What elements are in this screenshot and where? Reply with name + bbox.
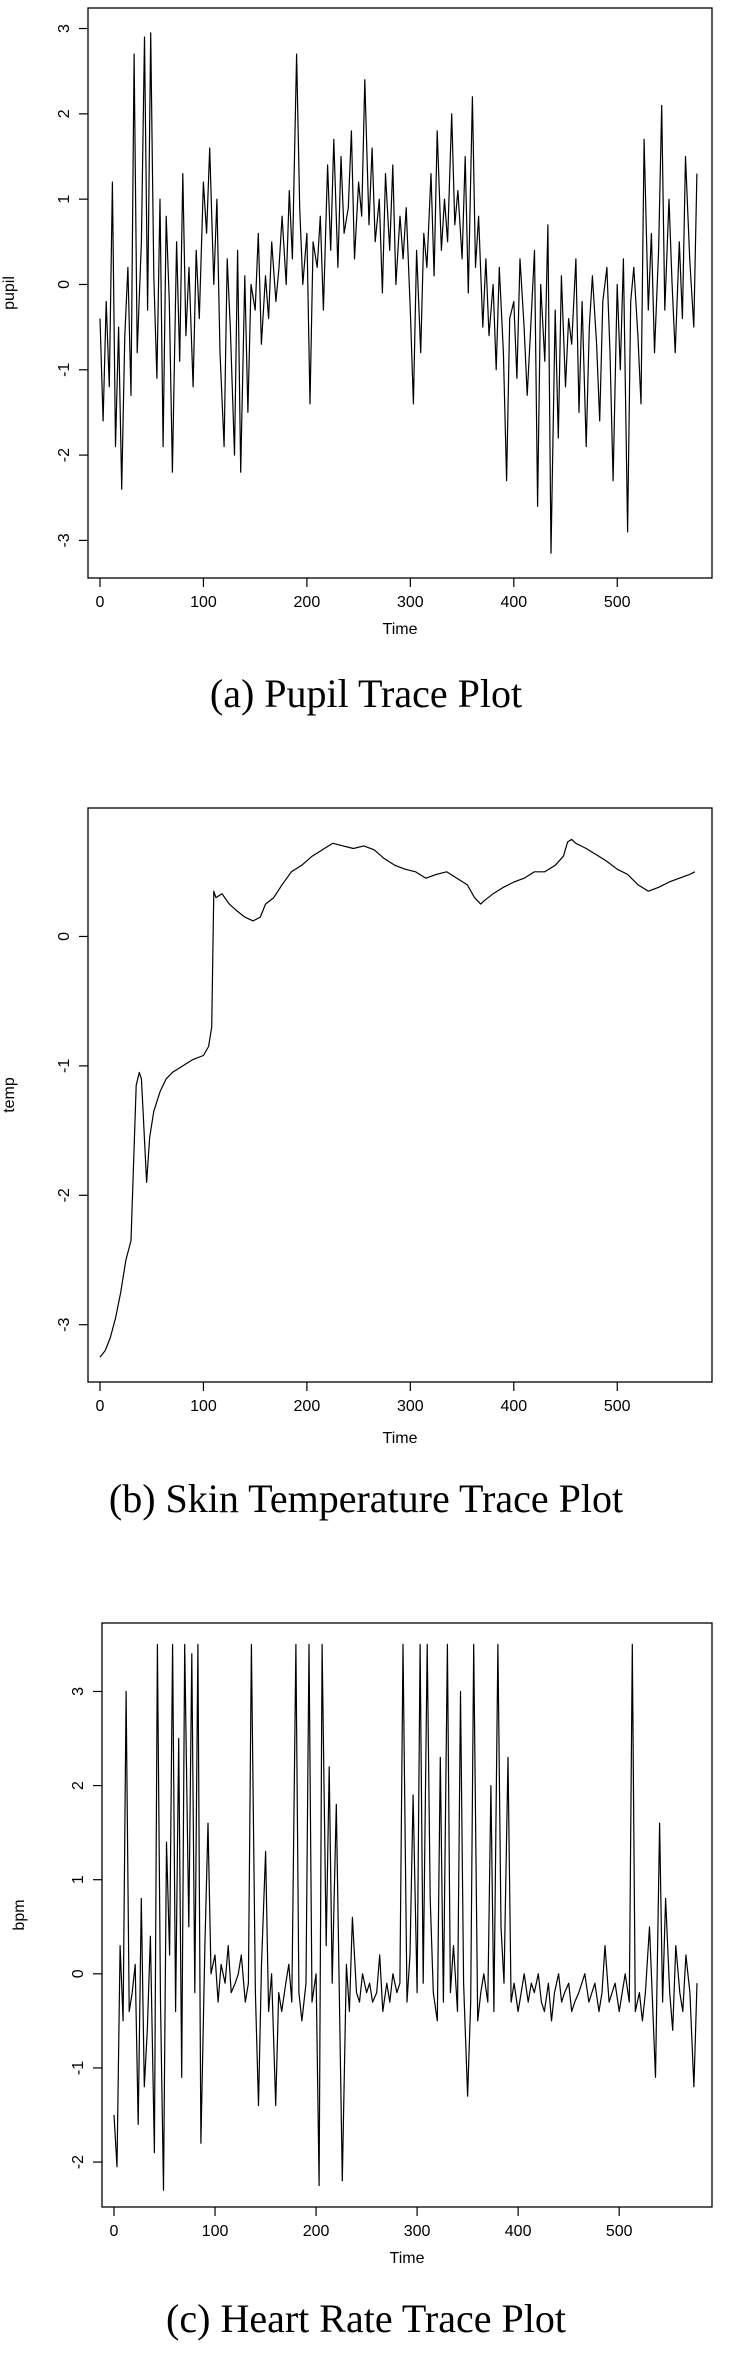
y-tick-label: -1 [56, 1059, 73, 1073]
y-tick-label: 0 [56, 932, 73, 941]
x-tick-label: 200 [294, 1398, 321, 1415]
x-tick-label: 400 [505, 2223, 532, 2240]
y-tick-label: -3 [56, 533, 73, 547]
pupil-trace-panel: 0 100 200 300 400 500 -3 -2 -1 0 1 2 3 Time pupil (a) … [0, 0, 732, 760]
bpm-series-line [113, 1643, 698, 2191]
y-tick-label: 3 [56, 24, 73, 33]
x-tick-label: 400 [500, 1398, 527, 1415]
skin-temperature-caption: (b) Skin Temperature Trace Plot [108, 1476, 624, 1521]
y-tick-label: 2 [56, 109, 73, 118]
x-axis-title: Time [383, 621, 418, 638]
plot-frame [87, 7, 713, 579]
heart-rate-plot: 0 100 200 300 400 500 -2 -1 0 1 2 3 Time bpm [11, 1622, 713, 2267]
x-tick-label: 0 [110, 2223, 119, 2240]
heart-rate-caption: (c) Heart Rate Trace Plot [166, 2296, 566, 2341]
y-tick-label: 1 [56, 195, 73, 204]
x-tick-label: 500 [606, 2223, 633, 2240]
x-tick-label: 200 [303, 2223, 330, 2240]
y-axis-title: temp [1, 1077, 18, 1113]
x-tick-label: 500 [604, 1398, 631, 1415]
x-tick-label: 100 [202, 2223, 229, 2240]
x-tick-label: 0 [96, 594, 105, 611]
heart-rate-panel: 0 100 200 300 400 500 -2 -1 0 1 2 3 Time bpm (c) Hear… [0, 1605, 732, 2356]
y-tick-label: -1 [70, 2061, 87, 2075]
y-axis-title: pupil [1, 276, 18, 310]
pupil-trace-caption: (a) Pupil Trace Plot [209, 671, 523, 716]
skin-temperature-panel: 0 100 200 300 400 500 -3 -2 -1 0 Time temp (b) Skin… [0, 795, 732, 1565]
y-axis-title: bpm [11, 1899, 28, 1930]
pupil-series-line [99, 32, 698, 554]
y-tick-label: -2 [56, 448, 73, 462]
x-tick-label: 400 [500, 594, 527, 611]
x-tick-label: 300 [404, 2223, 431, 2240]
y-tick-label: 2 [70, 1781, 87, 1790]
x-tick-label: 200 [294, 594, 321, 611]
temp-series-line [99, 838, 696, 1358]
y-tick-label: 3 [70, 1687, 87, 1696]
y-tick-label: 0 [56, 280, 73, 289]
x-axis-title: Time [383, 1430, 418, 1447]
x-tick-label: 300 [397, 594, 424, 611]
x-tick-label: 300 [397, 1398, 424, 1415]
y-tick-label: 1 [70, 1875, 87, 1884]
y-tick-label: -2 [56, 1188, 73, 1202]
plot-frame [87, 807, 713, 1383]
x-tick-label: 0 [96, 1398, 105, 1415]
y-tick-label: -2 [70, 2155, 87, 2169]
x-axis-title: Time [390, 2250, 425, 2267]
y-tick-label: 0 [70, 1969, 87, 1978]
x-tick-label: 500 [604, 594, 631, 611]
x-tick-label: 100 [190, 594, 217, 611]
plot-frame [101, 1622, 713, 2208]
x-tick-label: 100 [190, 1398, 217, 1415]
y-tick-label: -3 [56, 1317, 73, 1331]
skin-temperature-plot: 0 100 200 300 400 500 -3 -2 -1 0 Time temp [1, 807, 713, 1447]
pupil-trace-plot: 0 100 200 300 400 500 -3 -2 -1 0 1 2 3 Time pupil [1, 7, 713, 638]
y-tick-label: -1 [56, 363, 73, 377]
